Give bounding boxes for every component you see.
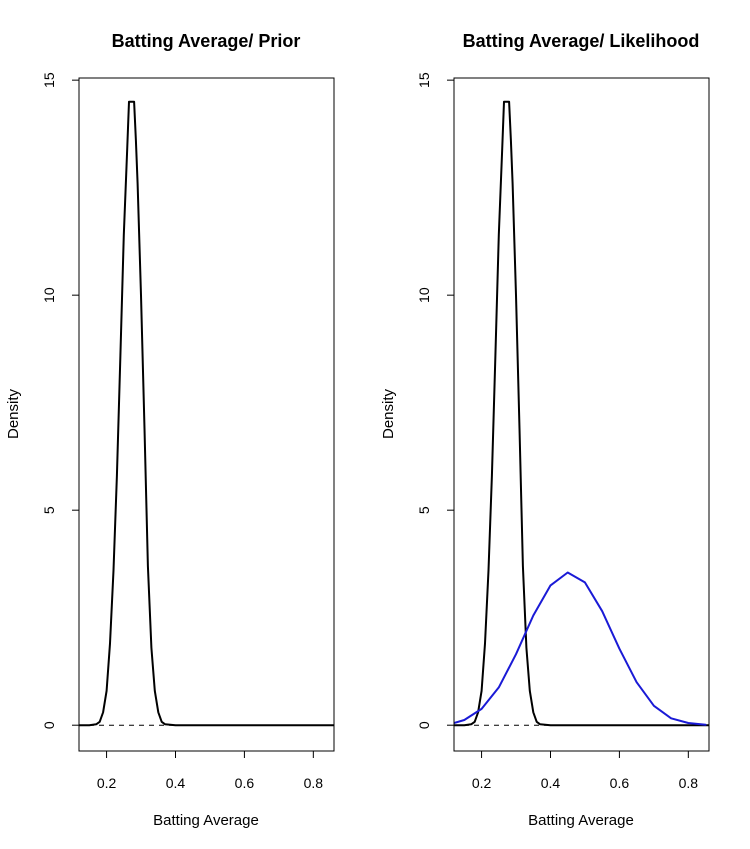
- x-tick-label: 0.6: [235, 775, 255, 791]
- x-axis: 0.2 0.4 0.6 0.8: [97, 751, 323, 791]
- prior-density-line: [454, 100, 709, 727]
- series-layer: [454, 100, 709, 727]
- y-tick-label: 15: [41, 72, 57, 88]
- x-tick-label: 0.2: [472, 775, 492, 791]
- y-tick-label: 15: [416, 72, 432, 88]
- x-tick-label: 0.8: [679, 775, 699, 791]
- y-tick-label: 0: [41, 721, 57, 729]
- x-tick-label: 0.4: [541, 775, 561, 791]
- x-tick-label: 0.8: [304, 775, 324, 791]
- x-axis: 0.2 0.4 0.6 0.8: [472, 751, 698, 791]
- y-axis: 0 5 10 15: [41, 72, 79, 729]
- y-tick-label: 5: [416, 506, 432, 514]
- likelihood-density-line: [454, 571, 707, 726]
- x-axis-label: Batting Average: [153, 812, 259, 829]
- x-tick-label: 0.4: [166, 775, 186, 791]
- y-tick-label: 5: [41, 506, 57, 514]
- plot-frame: [78, 77, 335, 752]
- chart-title: Batting Average/ Prior: [112, 31, 301, 51]
- y-tick-label: 0: [416, 721, 432, 729]
- x-tick-label: 0.6: [610, 775, 630, 791]
- y-tick-label: 10: [41, 287, 57, 303]
- y-axis: 0 5 10 15: [416, 72, 454, 729]
- x-tick-label: 0.2: [97, 775, 117, 791]
- plot-frame: [453, 77, 710, 752]
- y-axis-label: Density: [5, 388, 22, 439]
- series-layer: [79, 100, 334, 727]
- x-axis-label: Batting Average: [528, 812, 634, 829]
- prior-density-line: [79, 100, 334, 727]
- y-axis-label: Density: [380, 388, 397, 439]
- chart-title: Batting Average/ Likelihood: [463, 31, 700, 51]
- y-tick-label: 10: [416, 287, 432, 303]
